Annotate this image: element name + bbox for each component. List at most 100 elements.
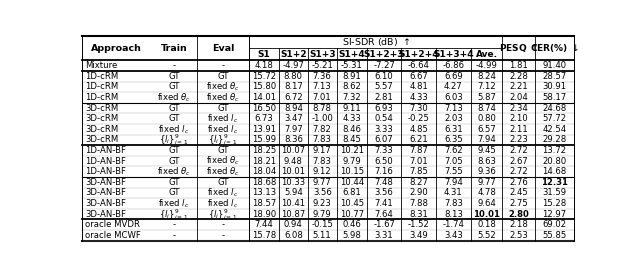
Text: fixed $\theta_c$: fixed $\theta_c$ [206, 91, 240, 104]
Text: 8.24: 8.24 [477, 72, 496, 81]
Text: 1.81: 1.81 [509, 61, 529, 70]
Text: 18.04: 18.04 [252, 167, 276, 176]
Text: 4.81: 4.81 [409, 82, 428, 92]
Text: SI-SDR (dB) $\uparrow$: SI-SDR (dB) $\uparrow$ [342, 36, 410, 48]
Text: 7.01: 7.01 [313, 93, 332, 102]
Text: 10.41: 10.41 [281, 199, 305, 208]
Text: -: - [172, 231, 175, 240]
Text: 18.90: 18.90 [252, 210, 276, 219]
Text: 18.25: 18.25 [252, 146, 276, 155]
Text: 3D-AN-BF: 3D-AN-BF [86, 189, 126, 198]
Text: 14.68: 14.68 [542, 167, 566, 176]
Text: 7.87: 7.87 [409, 146, 428, 155]
Text: fixed $l_c$: fixed $l_c$ [158, 123, 189, 136]
Text: S1+2+4: S1+2+4 [398, 50, 439, 59]
Text: 6.81: 6.81 [342, 189, 361, 198]
Text: 8.31: 8.31 [409, 210, 428, 219]
Text: 7.82: 7.82 [313, 125, 332, 134]
Text: -6.64: -6.64 [408, 61, 429, 70]
Text: 4.78: 4.78 [477, 189, 496, 198]
Text: GT: GT [217, 104, 228, 113]
Text: GT: GT [168, 114, 179, 123]
Text: 7.12: 7.12 [477, 82, 496, 92]
Text: 7.30: 7.30 [410, 104, 428, 113]
Text: 2.80: 2.80 [509, 210, 529, 219]
Text: 6.67: 6.67 [410, 72, 428, 81]
Text: 1D-cRM: 1D-cRM [86, 82, 118, 92]
Text: 9.79: 9.79 [313, 210, 332, 219]
Text: 20.80: 20.80 [542, 157, 566, 166]
Text: 6.93: 6.93 [374, 104, 394, 113]
Text: 29.28: 29.28 [542, 135, 566, 144]
Text: 15.28: 15.28 [542, 199, 566, 208]
Text: -: - [221, 220, 225, 229]
Text: 9.77: 9.77 [313, 178, 332, 187]
Text: GT: GT [217, 146, 228, 155]
Text: 13.91: 13.91 [252, 125, 276, 134]
Text: 10.15: 10.15 [340, 167, 364, 176]
Text: 2.45: 2.45 [509, 189, 528, 198]
Text: 3.56: 3.56 [313, 189, 332, 198]
Text: 9.64: 9.64 [477, 199, 496, 208]
Text: 2.75: 2.75 [509, 199, 528, 208]
Text: fixed $l_c$: fixed $l_c$ [207, 187, 239, 199]
Text: -: - [172, 61, 175, 70]
Text: oracle MVDR: oracle MVDR [86, 220, 140, 229]
Text: 6.73: 6.73 [255, 114, 273, 123]
Text: 2.53: 2.53 [509, 231, 528, 240]
Text: 57.72: 57.72 [542, 114, 566, 123]
Text: 1D-cRM: 1D-cRM [86, 72, 118, 81]
Text: fixed $l_c$: fixed $l_c$ [158, 197, 189, 210]
Text: -6.86: -6.86 [442, 61, 465, 70]
Text: 2.76: 2.76 [509, 178, 528, 187]
Text: 7.33: 7.33 [374, 146, 394, 155]
Text: 8.78: 8.78 [313, 104, 332, 113]
Text: 42.54: 42.54 [542, 125, 566, 134]
Text: 7.94: 7.94 [444, 178, 463, 187]
Text: GT: GT [168, 72, 179, 81]
Text: 2.72: 2.72 [509, 167, 528, 176]
Text: 9.79: 9.79 [342, 157, 361, 166]
Text: GT: GT [168, 157, 179, 166]
Text: 7.13: 7.13 [313, 82, 332, 92]
Text: 8.62: 8.62 [342, 82, 361, 92]
Text: 3D-cRM: 3D-cRM [86, 135, 118, 144]
Text: Approach: Approach [91, 44, 142, 53]
Text: GT: GT [168, 82, 179, 92]
Text: 91.40: 91.40 [542, 61, 566, 70]
Text: 13.72: 13.72 [542, 146, 566, 155]
Text: 7.83: 7.83 [313, 135, 332, 144]
Text: 5.87: 5.87 [477, 93, 496, 102]
Text: 7.55: 7.55 [444, 167, 463, 176]
Text: 7.05: 7.05 [444, 157, 463, 166]
Text: 4.33: 4.33 [410, 93, 428, 102]
Text: 10.33: 10.33 [281, 178, 305, 187]
Text: 10.07: 10.07 [281, 146, 305, 155]
Text: 6.50: 6.50 [374, 157, 394, 166]
Text: 3D-cRM: 3D-cRM [86, 125, 118, 134]
Text: -0.15: -0.15 [311, 220, 333, 229]
Text: fixed $\theta_c$: fixed $\theta_c$ [157, 165, 191, 178]
Text: -: - [221, 231, 225, 240]
Text: 0.80: 0.80 [477, 114, 496, 123]
Text: -4.99: -4.99 [476, 61, 497, 70]
Text: S1+3: S1+3 [309, 50, 335, 59]
Text: 8.91: 8.91 [342, 72, 361, 81]
Text: Mixture: Mixture [86, 61, 118, 70]
Text: 8.27: 8.27 [409, 178, 428, 187]
Text: 10.45: 10.45 [340, 199, 364, 208]
Text: 14.01: 14.01 [252, 93, 276, 102]
Text: 12.31: 12.31 [541, 178, 568, 187]
Text: 6.10: 6.10 [374, 72, 394, 81]
Text: 6.07: 6.07 [374, 135, 394, 144]
Text: 2.21: 2.21 [509, 82, 528, 92]
Text: 9.77: 9.77 [477, 178, 496, 187]
Text: 7.36: 7.36 [313, 72, 332, 81]
Text: 6.08: 6.08 [284, 231, 303, 240]
Text: 3.47: 3.47 [284, 114, 303, 123]
Text: 4.27: 4.27 [444, 82, 463, 92]
Text: 30.91: 30.91 [542, 82, 566, 92]
Text: $\{l_i\}_{i=1}^9$: $\{l_i\}_{i=1}^9$ [159, 207, 188, 222]
Text: 0.94: 0.94 [284, 220, 303, 229]
Text: Ave.: Ave. [476, 50, 497, 59]
